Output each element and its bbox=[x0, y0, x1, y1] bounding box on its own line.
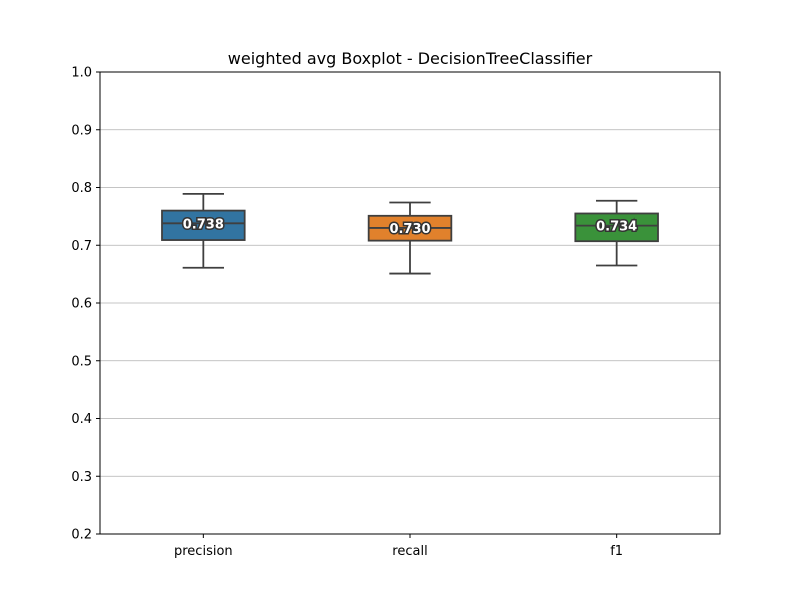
x-axis: precision recall f1 bbox=[174, 534, 623, 559]
y-tick-label: 1.0 bbox=[71, 66, 92, 81]
median-label: 0.730 bbox=[389, 222, 430, 237]
box-body bbox=[161, 209, 246, 241]
y-tick-label: 0.4 bbox=[71, 412, 92, 427]
y-tick-label: 0.7 bbox=[71, 239, 92, 254]
y-tick-label: 0.8 bbox=[71, 181, 92, 196]
chart-title: weighted avg Boxplot - DecisionTreeClass… bbox=[228, 49, 593, 68]
median-label: 0.734 bbox=[596, 220, 637, 235]
y-tick-label: 0.3 bbox=[71, 470, 92, 485]
y-tick-label: 0.9 bbox=[71, 123, 92, 138]
x-tick-label: precision bbox=[174, 544, 233, 559]
box-precision: 0.738 bbox=[161, 192, 246, 269]
boxes: 0.738 0.730 0.734 bbox=[161, 192, 659, 275]
box-body bbox=[574, 212, 659, 243]
y-tick-label: 0.6 bbox=[71, 297, 92, 312]
y-tick-label: 0.5 bbox=[71, 354, 92, 369]
box-recall: 0.730 bbox=[367, 201, 453, 275]
median-label: 0.738 bbox=[183, 217, 224, 232]
y-tick-label: 0.2 bbox=[71, 528, 92, 543]
box-f1: 0.734 bbox=[574, 199, 659, 267]
x-tick-label: f1 bbox=[610, 544, 623, 559]
x-tick-label: recall bbox=[392, 544, 427, 559]
y-axis: 0.2 0.3 0.4 0.5 0.6 0.7 0.8 0.9 1.0 bbox=[71, 66, 100, 543]
